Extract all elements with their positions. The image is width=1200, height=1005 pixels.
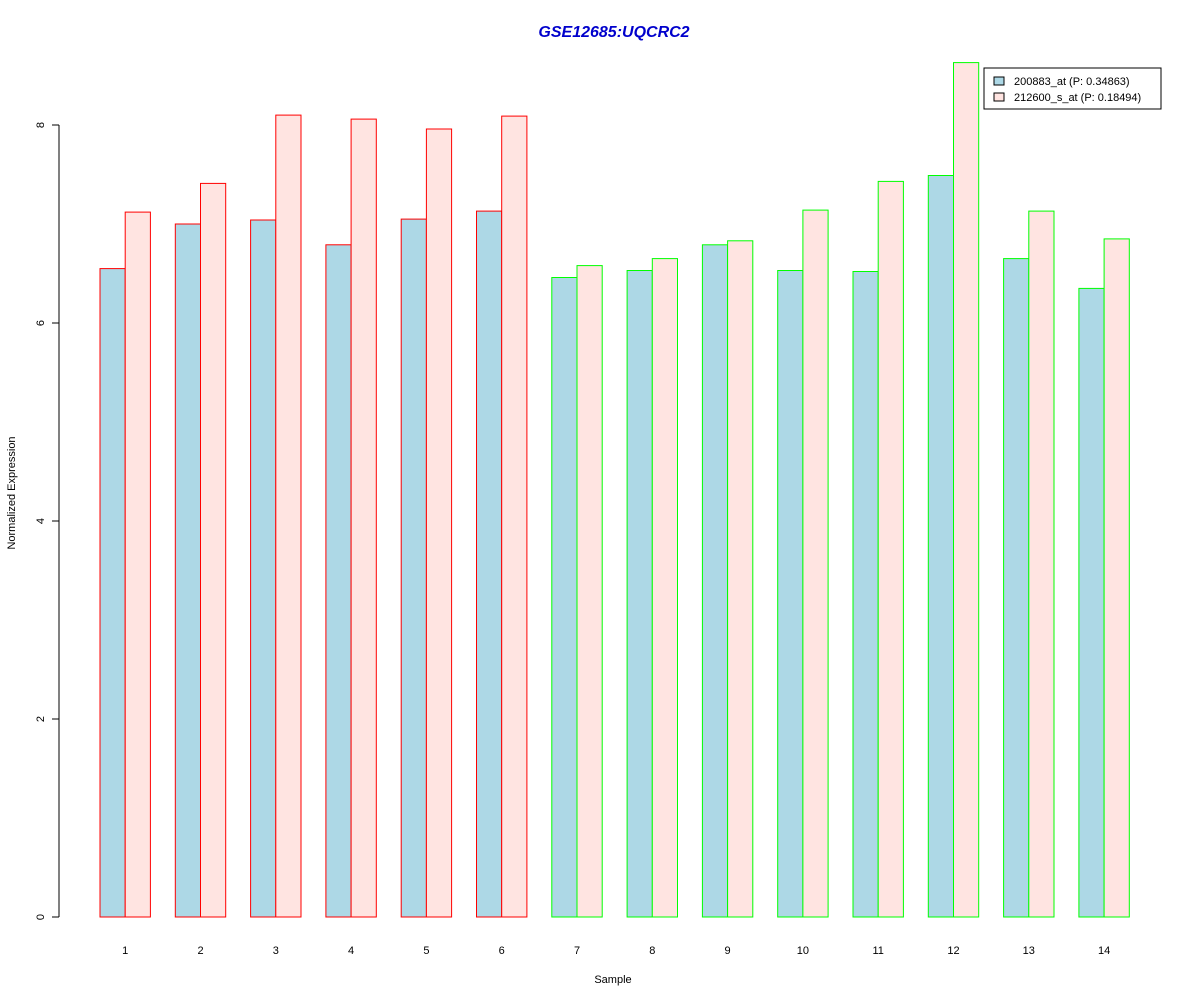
x-tick-label: 14 [1098, 945, 1110, 957]
bar-sample-11-series-1 [852, 271, 879, 918]
y-tick-label: 6 [35, 320, 47, 326]
y-tick-label: 2 [35, 716, 47, 722]
bar-sample-6-series-1 [476, 210, 503, 918]
x-tick-label: 1 [122, 945, 128, 957]
x-tick-label: 2 [197, 945, 203, 957]
x-tick-label: 4 [348, 945, 354, 957]
bar-sample-4-series-1 [325, 244, 352, 918]
x-tick-labels: 1 2 3 4 5 6 7 8 9 10 11 12 13 14 [122, 945, 1110, 957]
legend-swatch [993, 76, 1005, 86]
bar-sample-8-series-2 [651, 258, 678, 918]
x-axis-label: Sample [594, 974, 631, 986]
bar-sample-14-series-2 [1103, 238, 1130, 918]
bar-sample-1-series-2 [124, 211, 151, 918]
y-axis: 0 2 4 6 8 [35, 122, 60, 920]
x-tick-label: 13 [1023, 945, 1035, 957]
bar-sample-6-series-2 [501, 115, 528, 918]
chart-title: GSE12685:UQCRC2 [538, 24, 689, 41]
y-tick-label: 4 [35, 518, 47, 524]
x-tick-label: 12 [947, 945, 959, 957]
bar-sample-2-series-2 [200, 182, 227, 918]
legend-label: 212600_s_at (P: 0.18494) [1014, 92, 1141, 104]
bar-sample-10-series-2 [802, 209, 829, 918]
legend: 200883_at (P: 0.34863) 212600_s_at (P: 0.… [983, 67, 1162, 110]
bar-sample-3-series-1 [250, 219, 277, 918]
x-tick-label: 9 [725, 945, 731, 957]
x-tick-label: 10 [797, 945, 809, 957]
bar-sample-8-series-1 [626, 270, 653, 918]
bar-sample-13-series-2 [1028, 210, 1055, 918]
x-tick-label: 6 [499, 945, 505, 957]
bar-sample-4-series-2 [350, 118, 377, 918]
bar-sample-3-series-2 [275, 114, 302, 918]
y-tick-label: 8 [35, 122, 47, 128]
x-tick-label: 8 [649, 945, 655, 957]
y-tick-label: 0 [35, 914, 47, 920]
bar-sample-12-series-1 [927, 175, 954, 918]
x-tick-label: 3 [273, 945, 279, 957]
bar-sample-12-series-2 [953, 62, 980, 918]
bar-sample-7-series-1 [551, 277, 578, 918]
bar-sample-7-series-2 [576, 265, 603, 918]
bars-group [99, 62, 1130, 918]
bar-sample-10-series-1 [777, 270, 804, 918]
bar-sample-9-series-2 [727, 240, 754, 918]
x-tick-label: 5 [423, 945, 429, 957]
bar-sample-11-series-2 [877, 180, 904, 918]
bar-sample-5-series-1 [400, 218, 427, 918]
bar-sample-13-series-1 [1003, 258, 1030, 918]
y-axis-label: Normalized Expression [6, 436, 18, 549]
bar-sample-5-series-2 [425, 128, 453, 918]
bar-sample-2-series-1 [174, 223, 202, 918]
legend-box [983, 67, 1162, 110]
x-tick-label: 7 [574, 945, 580, 957]
bar-sample-14-series-1 [1078, 287, 1105, 918]
x-tick-label: 11 [872, 945, 883, 957]
legend-swatch [993, 92, 1005, 102]
bar-sample-9-series-1 [701, 244, 729, 918]
legend-label: 200883_at (P: 0.34863) [1014, 76, 1130, 88]
bar-sample-1-series-1 [99, 268, 126, 918]
